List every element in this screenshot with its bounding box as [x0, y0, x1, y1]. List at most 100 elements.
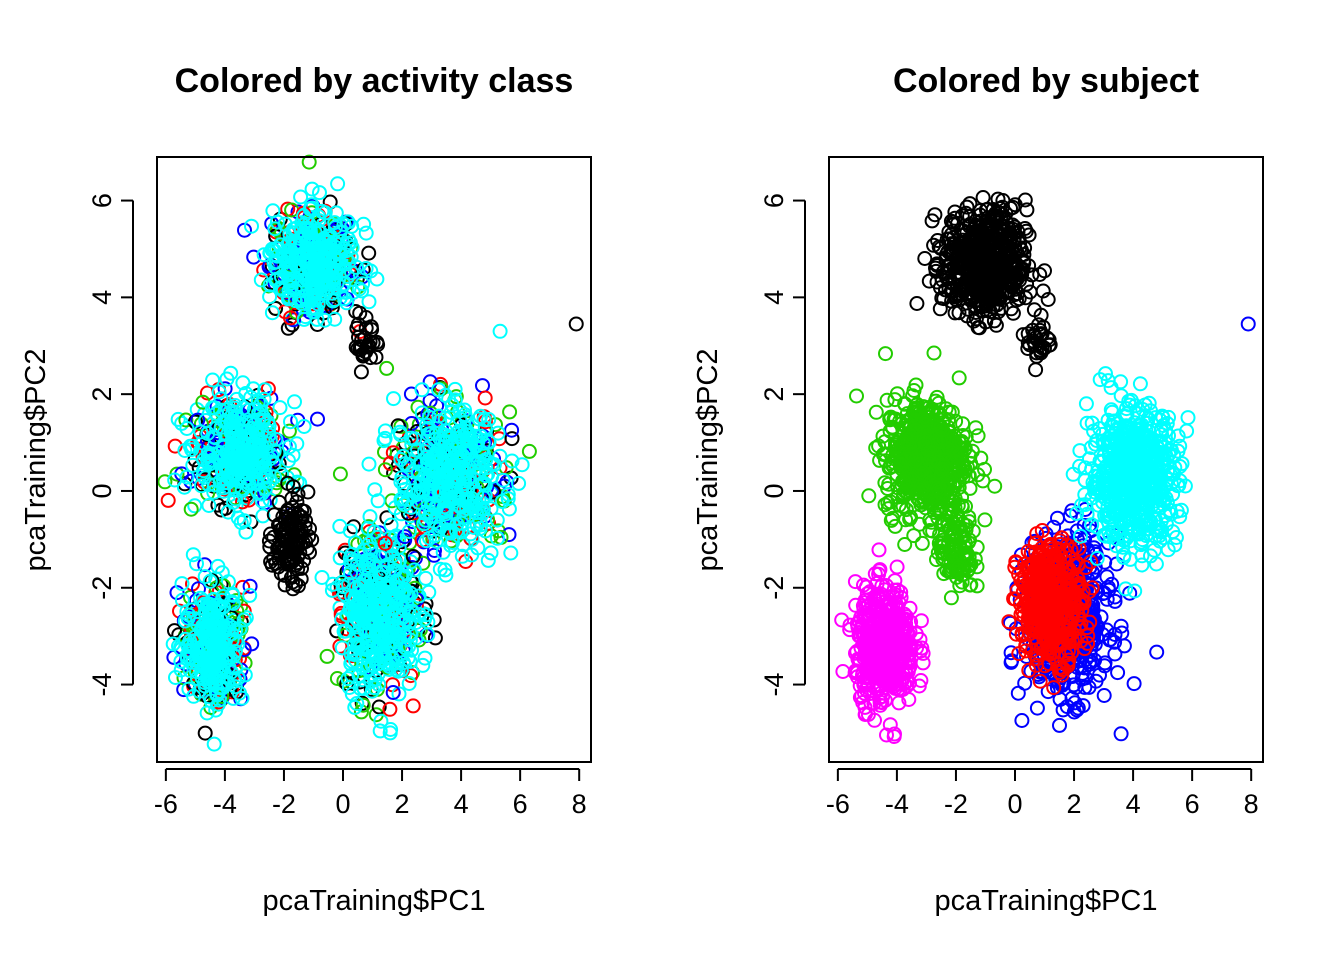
data-point — [206, 484, 222, 500]
data-point — [951, 370, 967, 386]
data-point — [232, 427, 248, 443]
data-point — [340, 214, 356, 230]
data-point — [405, 698, 421, 714]
data-point — [206, 736, 222, 752]
y-tick-label: 0 — [87, 483, 117, 498]
data-point — [321, 261, 337, 277]
data-point — [201, 456, 217, 472]
data-point — [228, 622, 244, 638]
data-point — [167, 438, 183, 454]
x-axis-label: pcaTraining$PC1 — [263, 885, 486, 917]
data-point — [220, 401, 236, 417]
data-point — [502, 404, 518, 420]
data-point — [251, 405, 267, 421]
y-tick-label: -4 — [87, 673, 117, 697]
data-point — [213, 391, 229, 407]
data-point — [272, 280, 288, 296]
data-point — [176, 479, 192, 495]
data-point — [178, 412, 194, 428]
data-point — [363, 263, 379, 279]
data-point — [354, 283, 370, 299]
data-point — [367, 672, 383, 687]
data-point — [157, 474, 173, 490]
data-point — [390, 663, 406, 679]
data-point — [186, 611, 202, 627]
data-point — [213, 419, 229, 435]
data-point — [287, 394, 302, 410]
data-point — [943, 590, 959, 606]
x-axis: -6 -4 -2 0 2 4 6 8 — [154, 768, 587, 819]
data-point — [174, 592, 190, 608]
data-point — [477, 390, 493, 406]
data-point — [189, 556, 204, 572]
data-point — [250, 426, 266, 442]
data-point — [212, 402, 228, 418]
data-point — [244, 218, 259, 234]
data-point — [835, 664, 851, 679]
data-point — [915, 655, 931, 671]
data-point — [310, 411, 325, 427]
data-point — [267, 221, 283, 237]
data-point — [475, 378, 490, 394]
y-tick-label: 6 — [87, 193, 117, 208]
data-point — [165, 636, 181, 652]
data-point — [878, 346, 893, 362]
data-point — [917, 251, 933, 266]
data-point — [897, 537, 913, 552]
data-point — [312, 185, 327, 201]
data-point — [418, 570, 434, 586]
x-tick-label: -4 — [213, 789, 237, 819]
data-point — [234, 482, 250, 498]
data-point — [183, 501, 199, 517]
data-point — [311, 244, 327, 260]
data-point — [208, 642, 224, 658]
data-point — [281, 289, 297, 305]
data-point — [214, 592, 230, 608]
data-point — [1028, 362, 1044, 378]
data-point — [914, 535, 930, 551]
data-point — [926, 345, 942, 361]
data-point — [268, 259, 284, 275]
data-point — [987, 478, 1003, 494]
data-point — [361, 245, 377, 261]
data-point — [223, 365, 239, 381]
data-point — [179, 469, 195, 485]
data-point — [362, 644, 378, 659]
data-point — [187, 498, 203, 514]
data-point — [344, 667, 360, 683]
data-point — [415, 657, 431, 673]
data-point — [381, 658, 397, 674]
data-point — [268, 431, 284, 447]
data-point — [294, 228, 310, 244]
data-point — [215, 439, 231, 455]
data-point — [216, 599, 231, 615]
data-point — [388, 595, 404, 611]
data-point — [261, 423, 276, 439]
data-point — [223, 664, 239, 680]
data-point — [264, 305, 280, 321]
data-point — [199, 705, 215, 721]
data-point — [185, 438, 200, 454]
data-point — [227, 400, 243, 416]
data-point — [307, 304, 323, 320]
data-point — [211, 449, 227, 465]
data-point — [365, 657, 381, 673]
data-point — [236, 513, 252, 529]
data-point — [337, 291, 353, 307]
data-point — [262, 289, 278, 305]
data-point — [361, 456, 377, 472]
data-point — [197, 569, 213, 585]
data-point — [375, 616, 391, 632]
data-point — [222, 470, 238, 486]
data-point — [372, 723, 388, 739]
data-point — [293, 189, 309, 205]
data-point — [355, 697, 371, 713]
data-point — [309, 301, 325, 317]
data-point — [242, 578, 258, 594]
data-point — [480, 552, 496, 568]
data-point — [324, 285, 340, 301]
data-point — [357, 623, 373, 639]
data-point — [314, 275, 330, 291]
data-point — [361, 294, 377, 310]
data-point — [340, 671, 356, 687]
